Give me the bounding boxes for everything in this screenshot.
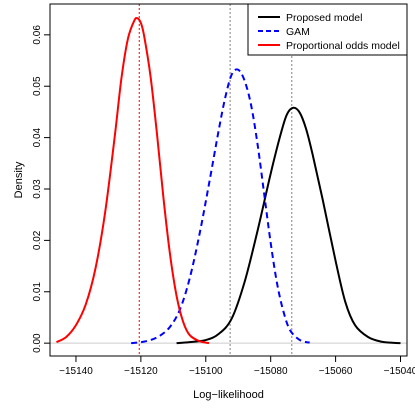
plot-frame bbox=[49, 3, 408, 357]
y-tick-label: 0.04 bbox=[32, 127, 43, 147]
y-tick-label: 0.06 bbox=[32, 25, 43, 45]
legend-label-proposed-model: Proposed model bbox=[286, 12, 362, 24]
x-axis: −15140 −15120 −15100 −15080 −15060 −15040 bbox=[59, 356, 415, 377]
y-axis-title: Density bbox=[13, 161, 25, 198]
legend-label-gam: GAM bbox=[286, 26, 310, 38]
vertical-lines-layer bbox=[138, 4, 293, 356]
series-line-proposed-model bbox=[176, 106, 401, 345]
x-tick-label: −15100 bbox=[189, 366, 223, 377]
legend-label-proportional-odds-model: Proportional odds model bbox=[286, 40, 400, 52]
series-line-proportional-odds-model bbox=[56, 16, 210, 345]
y-axis: 0.00 0.01 0.02 0.03 0.04 0.05 0.06 bbox=[32, 25, 50, 353]
x-tick-label: −15080 bbox=[254, 366, 288, 377]
y-tick-label: 0.01 bbox=[32, 282, 43, 302]
y-tick-label: 0.02 bbox=[32, 230, 43, 250]
legend-box bbox=[247, 3, 408, 56]
x-tick-label: −15060 bbox=[319, 366, 353, 377]
x-tick-label: −15140 bbox=[59, 366, 93, 377]
x-tick-label: −15120 bbox=[124, 366, 158, 377]
series-line-gam bbox=[131, 68, 310, 345]
x-axis-title: Log−likelihood bbox=[193, 389, 264, 401]
y-tick-label: 0.03 bbox=[32, 179, 43, 199]
legend: Proposed model GAM Proportional odds model bbox=[247, 3, 408, 56]
series-layer bbox=[56, 16, 401, 345]
x-tick-label: −15040 bbox=[384, 366, 415, 377]
y-tick-label: 0.00 bbox=[32, 333, 43, 353]
y-tick-label: 0.05 bbox=[32, 76, 43, 96]
